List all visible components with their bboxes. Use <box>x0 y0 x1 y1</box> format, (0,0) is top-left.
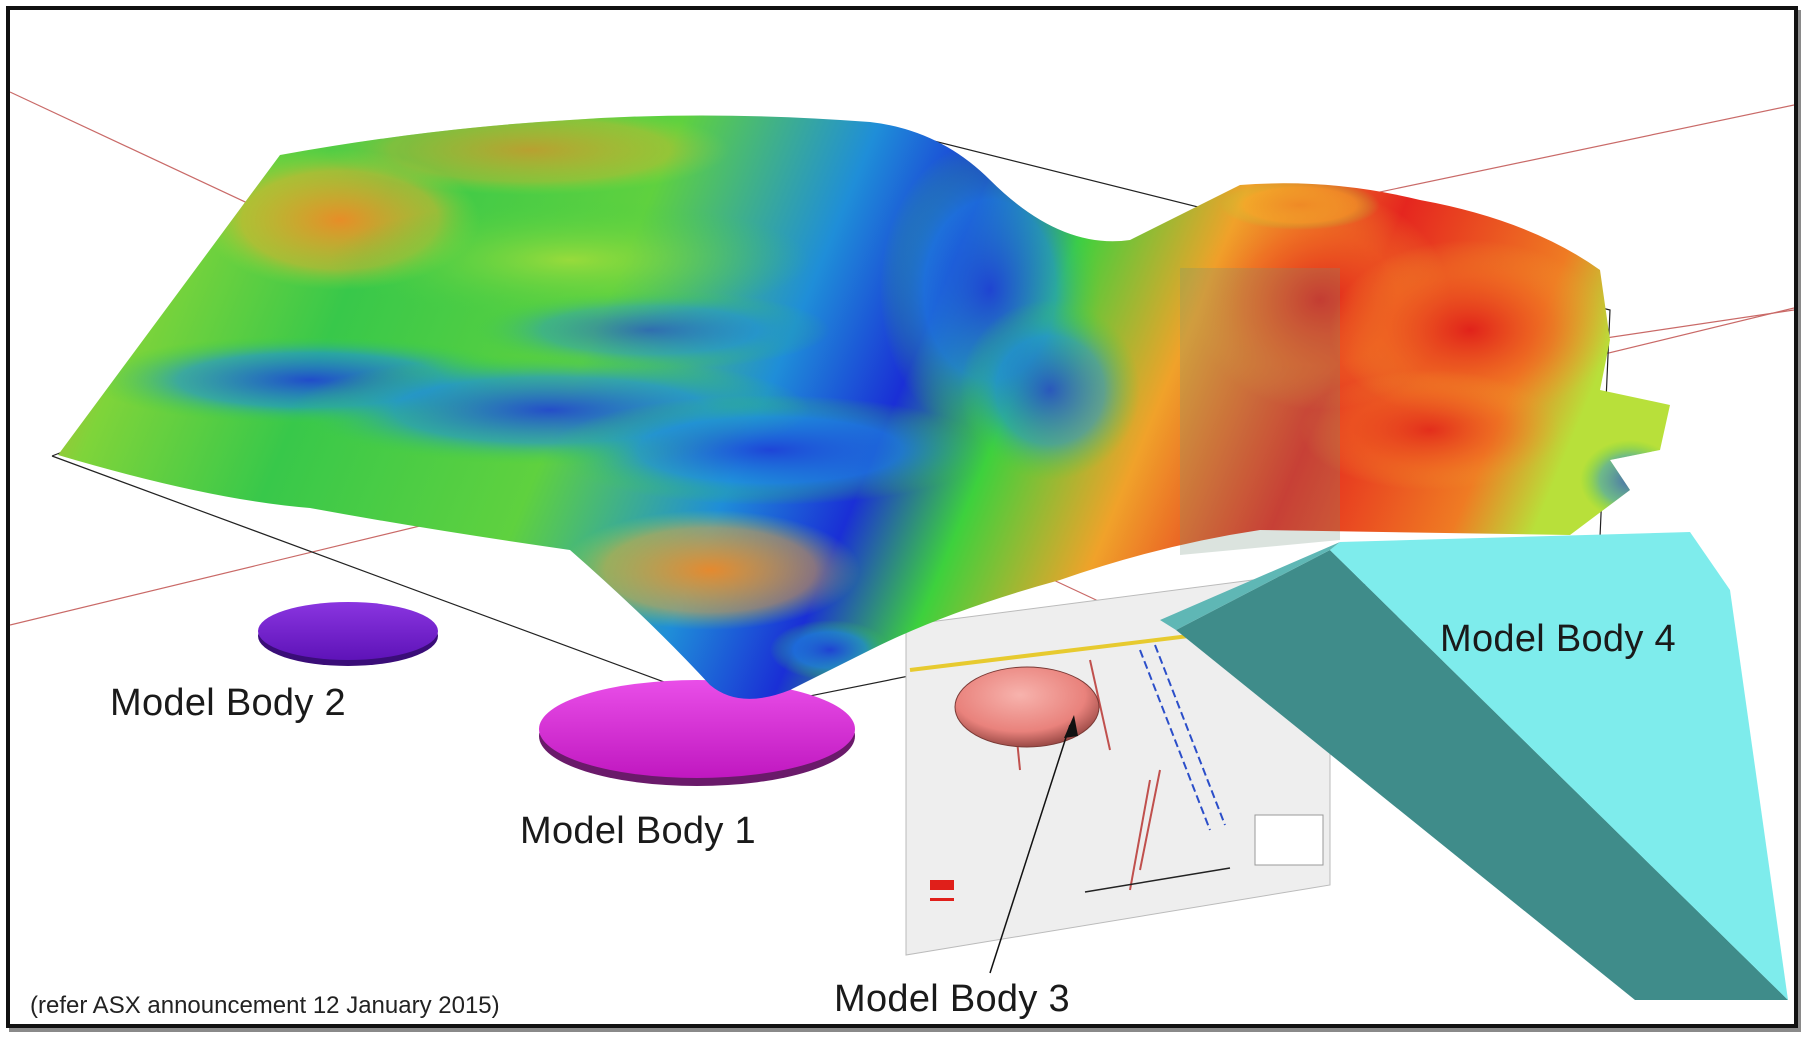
model-body-1-label: Model Body 1 <box>520 810 756 852</box>
3d-model-scene <box>10 91 1794 1000</box>
source-caption: (refer ASX announcement 12 January 2015) <box>30 992 500 1019</box>
model-body-2-disc <box>258 602 438 666</box>
model-body-4-prism <box>1160 532 1788 1000</box>
model-body-1-disc <box>539 680 855 786</box>
model-body-3-label: Model Body 3 <box>834 978 1070 1020</box>
model-body-2-label: Model Body 2 <box>110 682 346 724</box>
figure-frame: Model Body 2 Model Body 1 Model Body 3 M… <box>6 6 1798 1028</box>
geophysical-surface <box>58 115 1670 699</box>
model-body-3-ellipsoid <box>954 666 1100 974</box>
model-body-4-label: Model Body 4 <box>1440 618 1676 660</box>
